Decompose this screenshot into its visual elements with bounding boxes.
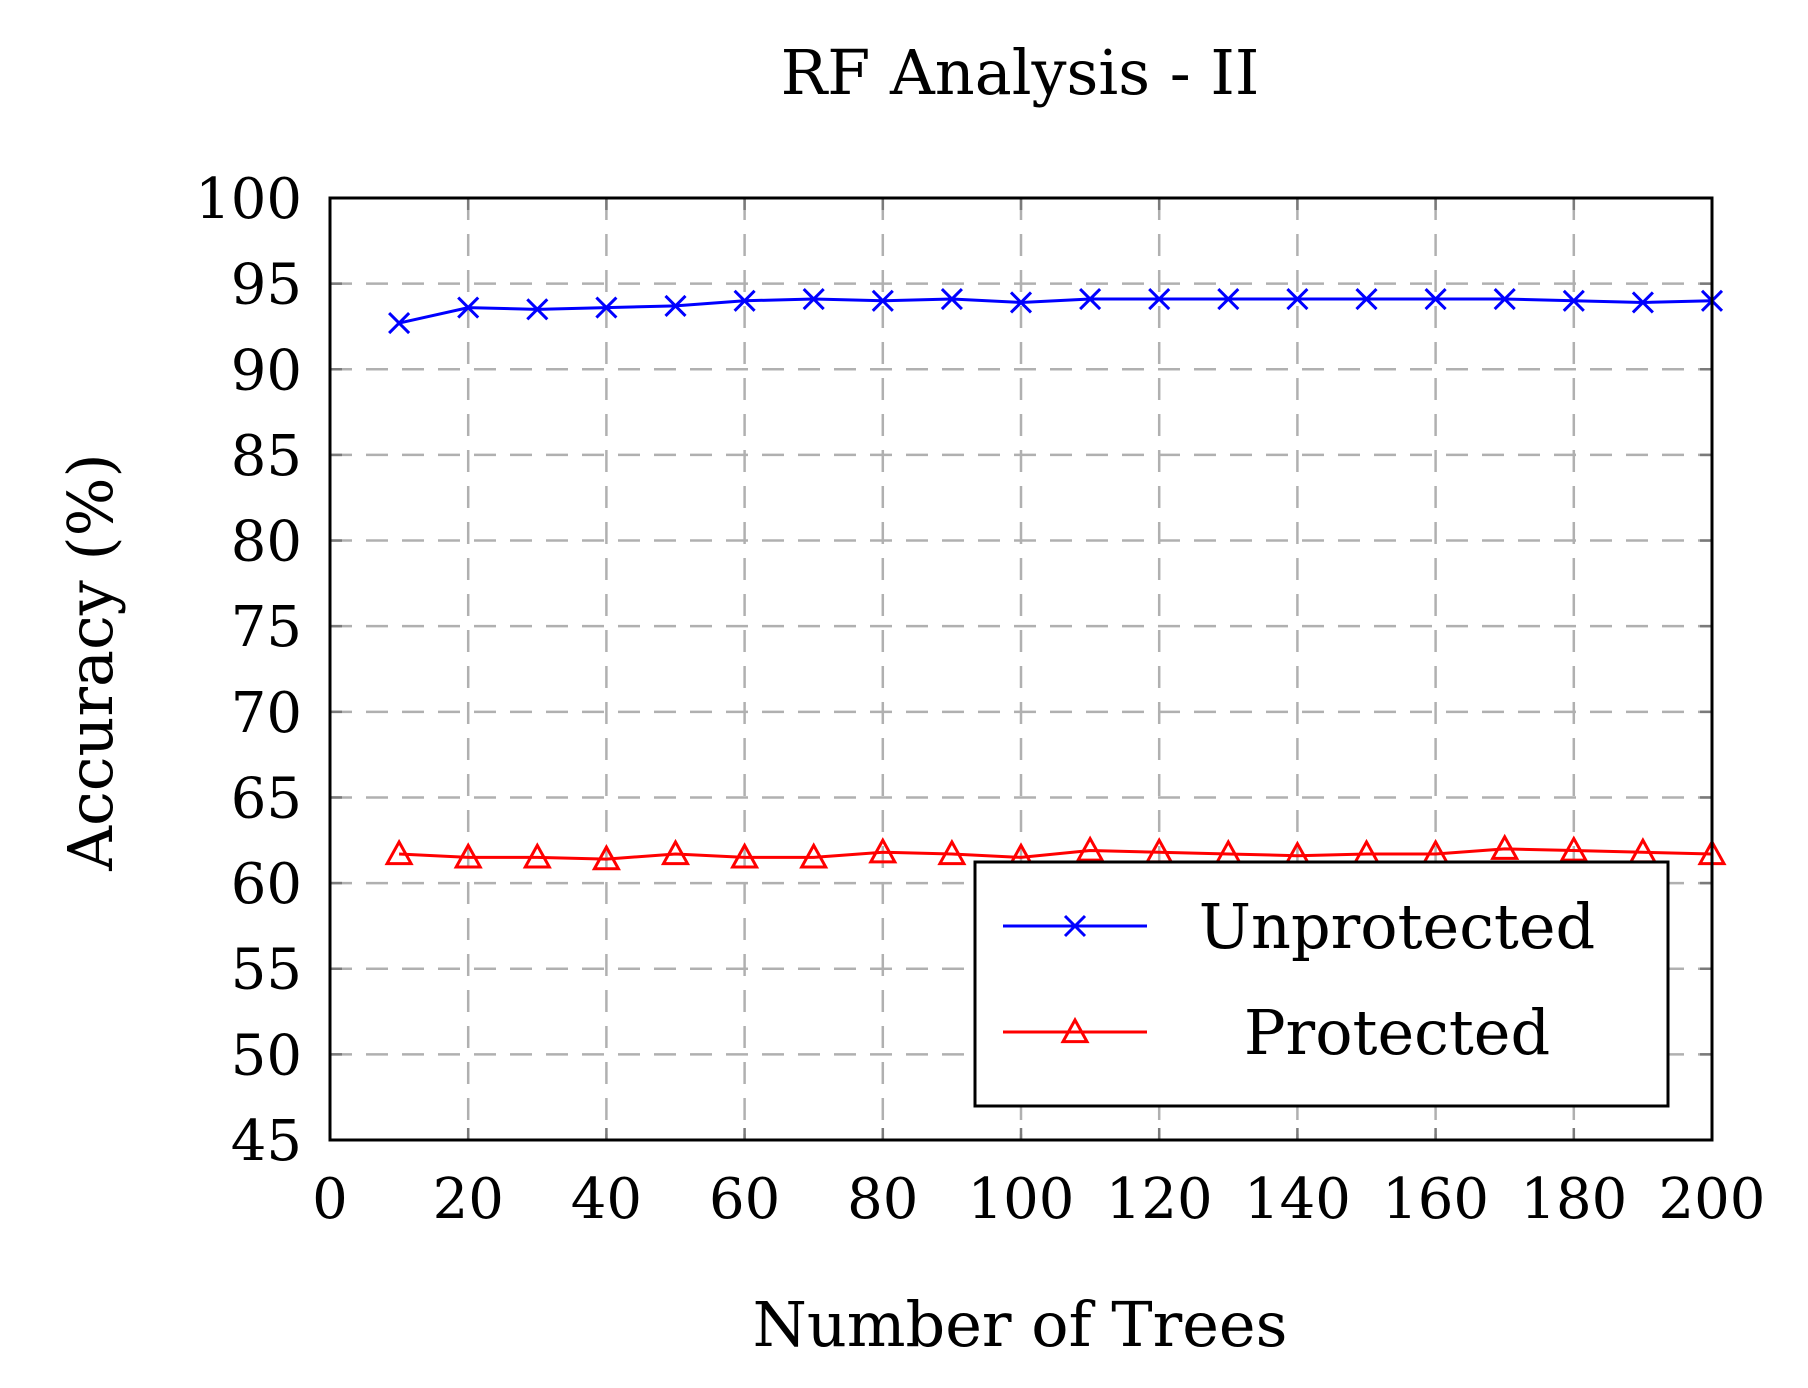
data-point-marker bbox=[1562, 289, 1585, 312]
y-tick-label: 80 bbox=[231, 510, 302, 575]
data-point-marker bbox=[526, 298, 549, 321]
data-point-marker bbox=[868, 837, 898, 864]
x-tick-label: 100 bbox=[968, 1167, 1075, 1232]
data-point-marker bbox=[453, 842, 483, 869]
data-point-marker bbox=[1631, 291, 1654, 314]
y-tick-label: 70 bbox=[231, 681, 302, 746]
data-point-marker bbox=[388, 311, 411, 335]
data-point-marker bbox=[733, 289, 756, 312]
y-tick-label: 55 bbox=[231, 938, 302, 1003]
data-point-marker bbox=[660, 838, 691, 866]
data-point-marker bbox=[595, 296, 618, 319]
data-point-marker bbox=[591, 844, 621, 871]
x-tick-label: 80 bbox=[847, 1167, 918, 1232]
data-point-marker bbox=[802, 287, 825, 311]
y-tick-label: 50 bbox=[231, 1023, 302, 1088]
data-point-marker bbox=[1063, 914, 1087, 938]
data-point-marker bbox=[1424, 287, 1447, 311]
x-tick-label: 60 bbox=[709, 1167, 780, 1232]
data-point-marker bbox=[1286, 287, 1309, 311]
data-point-marker bbox=[730, 842, 760, 869]
data-point-marker bbox=[799, 842, 829, 869]
data-point-marker bbox=[664, 294, 687, 317]
legend-box bbox=[973, 860, 1670, 1108]
data-point-marker bbox=[1217, 287, 1240, 311]
legend-entry-unprotected: Unprotected bbox=[1003, 890, 1595, 963]
data-point-marker bbox=[1060, 1016, 1090, 1044]
legend-label: Protected bbox=[1244, 996, 1550, 1069]
x-tick-label: 120 bbox=[1106, 1167, 1213, 1232]
x-tick-label: 200 bbox=[1659, 1167, 1766, 1232]
data-point-marker bbox=[937, 838, 967, 866]
y-tick-label: 75 bbox=[231, 595, 302, 660]
chart-title: RF Analysis - II bbox=[781, 36, 1260, 109]
y-tick-label: 85 bbox=[231, 424, 302, 489]
data-point-marker bbox=[1079, 287, 1102, 311]
data-point-marker bbox=[1490, 833, 1520, 860]
y-axis-label: Accuracy (%) bbox=[54, 453, 127, 872]
series-line bbox=[399, 847, 1713, 861]
data-point-marker bbox=[1355, 287, 1378, 311]
y-tick-label: 45 bbox=[231, 1109, 302, 1174]
tick-label-layer: 0 20 40 60 80 100 120 140 160 180 200 45 50 55 60 65 70 7… bbox=[195, 167, 1765, 1232]
data-point-marker bbox=[940, 287, 963, 311]
y-tick-label: 95 bbox=[231, 253, 302, 318]
y-tick-label: 90 bbox=[231, 338, 302, 403]
x-tick-label: 180 bbox=[1520, 1167, 1627, 1232]
x-tick-label: 0 bbox=[312, 1167, 348, 1232]
data-point-marker bbox=[1148, 287, 1171, 311]
x-tick-label: 40 bbox=[571, 1167, 642, 1232]
data-point-marker bbox=[384, 838, 414, 866]
series-layer bbox=[384, 287, 1727, 871]
y-tick-label: 100 bbox=[195, 167, 302, 232]
x-tick-label: 140 bbox=[1244, 1167, 1351, 1232]
x-axis-label: Number of Trees bbox=[753, 1288, 1288, 1361]
legend-label: Unprotected bbox=[1199, 890, 1595, 963]
data-point-marker bbox=[1075, 835, 1105, 862]
data-point-marker bbox=[1493, 287, 1516, 311]
data-point-marker bbox=[871, 289, 894, 312]
plot-frame bbox=[328, 196, 1714, 1142]
data-point-marker bbox=[457, 296, 480, 319]
data-point-marker bbox=[1009, 291, 1033, 314]
y-tick-label: 60 bbox=[231, 852, 302, 917]
data-point-marker bbox=[522, 842, 552, 869]
data-point-marker bbox=[1559, 835, 1589, 862]
legend: Unprotected Protected bbox=[973, 860, 1670, 1108]
series-protected bbox=[384, 833, 1727, 871]
series-line bbox=[398, 297, 1713, 325]
y-tick-label: 65 bbox=[231, 766, 302, 831]
series-unprotected bbox=[388, 287, 1724, 335]
legend-entry-protected: Protected bbox=[1003, 996, 1550, 1069]
x-tick-label: 20 bbox=[433, 1167, 504, 1232]
x-tick-label: 160 bbox=[1382, 1167, 1489, 1232]
